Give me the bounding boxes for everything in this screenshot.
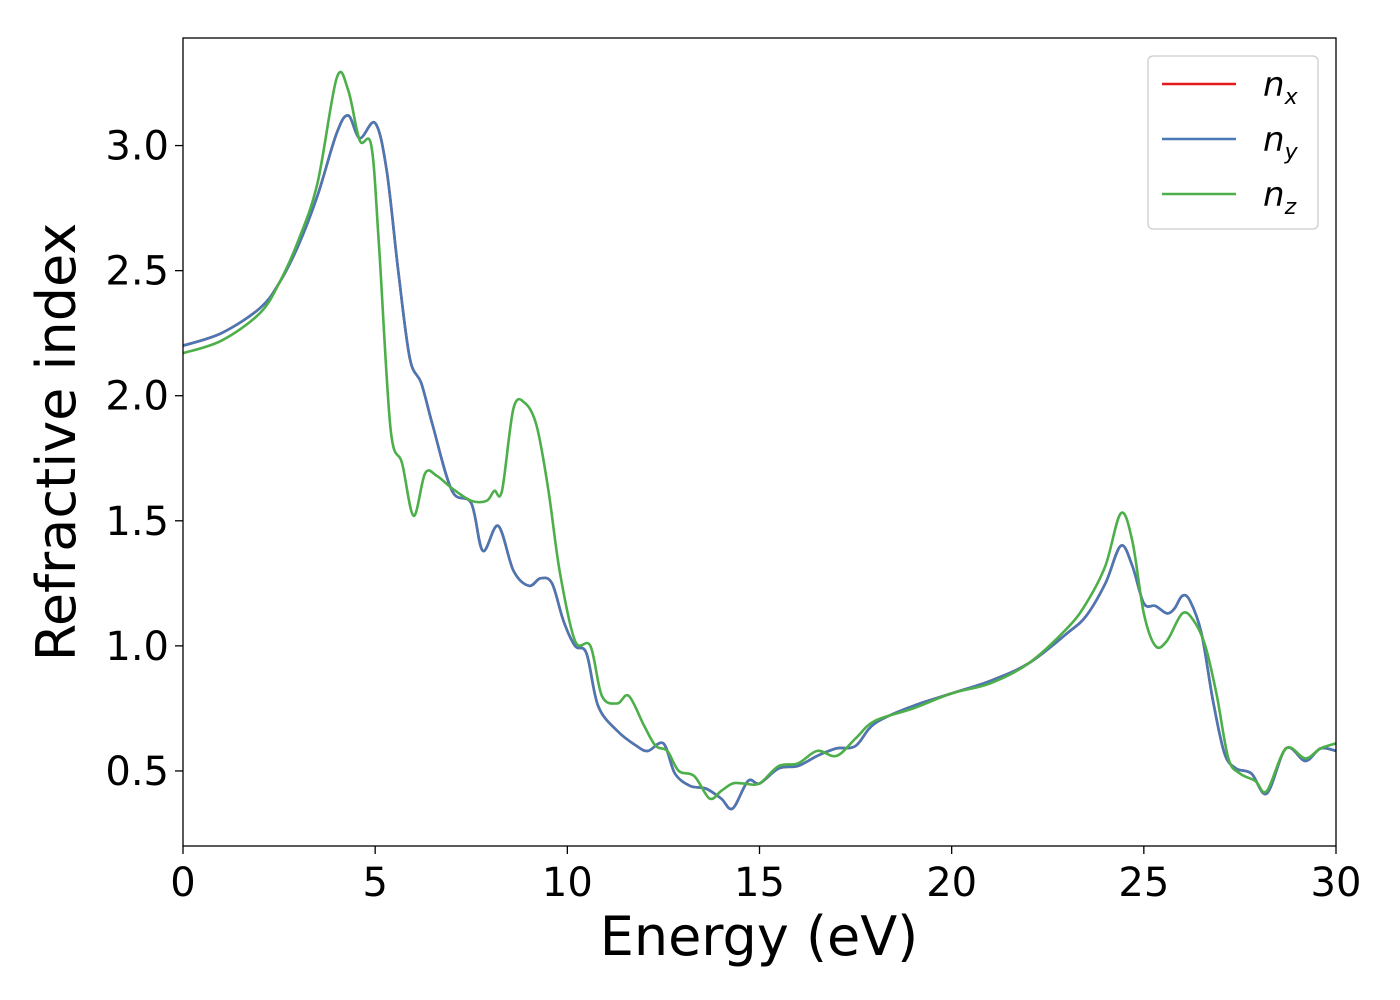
x-tick-label: 10 xyxy=(542,860,593,906)
x-tick-label: 30 xyxy=(1311,860,1362,906)
y-tick-label: 2.0 xyxy=(105,374,169,420)
y-tick-label: 0.5 xyxy=(105,749,169,795)
y-tick-label: 2.5 xyxy=(105,249,169,295)
legend-label-subscript: x xyxy=(1284,85,1299,110)
legend-frame xyxy=(1147,55,1319,230)
plot-lines xyxy=(183,70,1336,811)
legend-label-base: n xyxy=(1263,175,1285,215)
x-tick-label: 20 xyxy=(926,860,977,906)
legend-label-subscript: z xyxy=(1284,195,1297,220)
legend-label: nx xyxy=(1263,65,1299,110)
legend-label: ny xyxy=(1263,120,1299,165)
y-tick-label: 1.0 xyxy=(105,624,169,670)
y-axis-title: Refractive index xyxy=(25,223,88,662)
x-axis-title: Energy (eV) xyxy=(600,905,919,968)
y-tick-label: 1.5 xyxy=(105,499,169,545)
legend-label-base: n xyxy=(1263,120,1285,160)
x-tick-label: 0 xyxy=(170,860,195,906)
x-tick-label: 15 xyxy=(734,860,785,906)
x-tick-label: 5 xyxy=(362,860,387,906)
legend-label-subscript: y xyxy=(1284,140,1299,165)
x-axis-ticks: 0 5 10 15 20 25 30 xyxy=(170,846,1361,906)
legend-label-base: n xyxy=(1263,65,1285,105)
y-axis-ticks: 0.5 1.0 1.5 2.0 2.5 3.0 xyxy=(105,124,183,795)
y-tick-label: 3.0 xyxy=(105,124,169,170)
series-line-n-z xyxy=(183,70,1336,801)
x-tick-label: 25 xyxy=(1118,860,1169,906)
legend-label: nz xyxy=(1263,175,1297,220)
